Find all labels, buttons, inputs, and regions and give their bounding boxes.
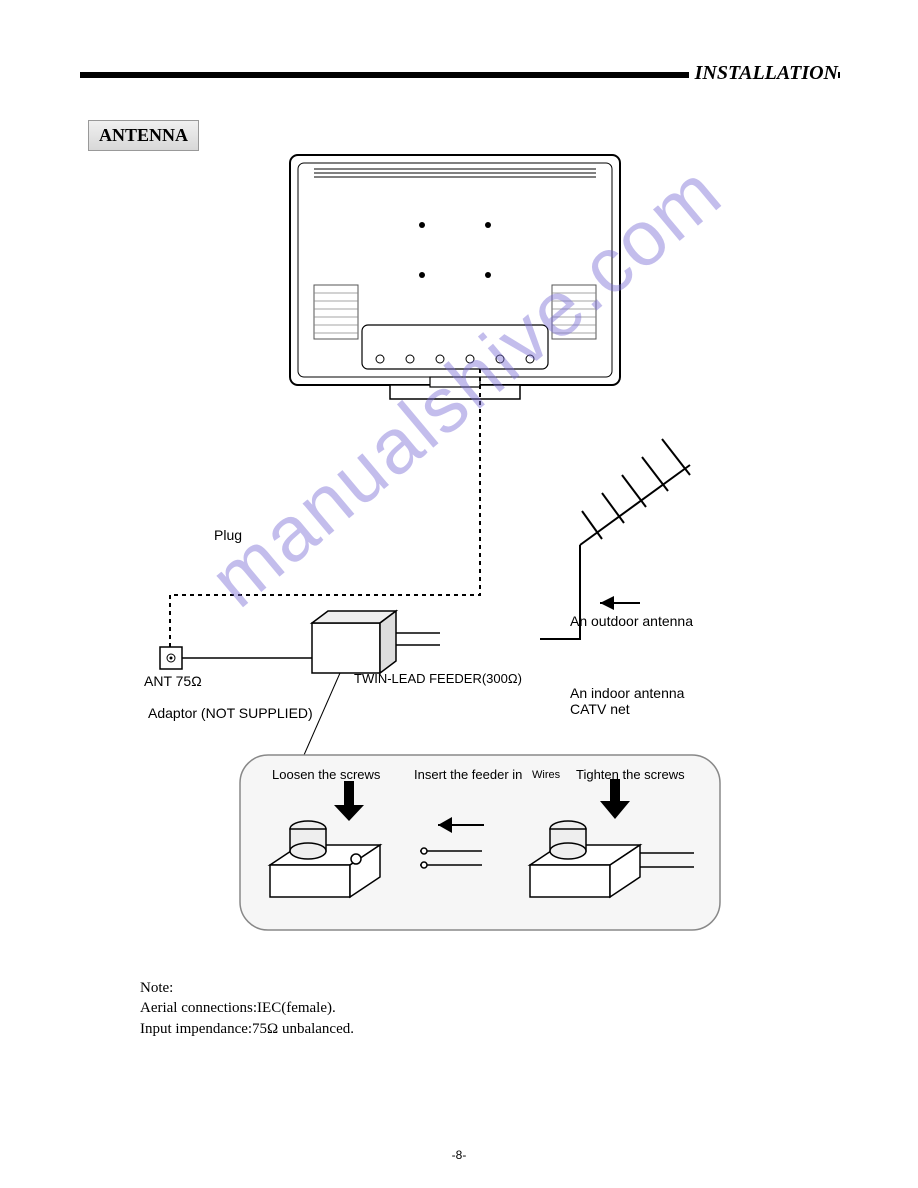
- label-step2a: Insert the feeder in: [414, 767, 522, 782]
- label-indoor-1: An indoor antenna: [570, 685, 684, 701]
- tv-back: [290, 155, 620, 399]
- note-heading: Note:: [140, 978, 354, 998]
- diagram-svg: [80, 145, 840, 975]
- note-line1: Aerial connections:IEC(female).: [140, 998, 354, 1018]
- label-step1: Loosen the screws: [272, 767, 380, 782]
- label-ant75: ANT 75Ω: [144, 673, 202, 689]
- note-line2: Input impendance:75Ω unbalanced.: [140, 1019, 354, 1039]
- note-block: Note: Aerial connections:IEC(female). In…: [140, 978, 354, 1039]
- page: INSTALLATION ANTENNA: [0, 0, 918, 1188]
- adaptor: [312, 611, 440, 673]
- label-outdoor: An outdoor antenna: [570, 613, 693, 629]
- page-number: -8-: [0, 1148, 918, 1162]
- label-twinlead: TWIN-LEAD FEEDER(300Ω): [354, 671, 522, 686]
- outdoor-antenna: [540, 439, 690, 639]
- antenna-diagram: Plug ANT 75Ω Adaptor (NOT SUPPLIED) TWIN…: [80, 145, 840, 975]
- label-plug: Plug: [214, 527, 242, 543]
- label-step2b: Wires: [532, 769, 560, 781]
- outdoor-arrow: [600, 596, 640, 610]
- label-indoor-2: CATV net: [570, 701, 630, 717]
- header-title: INSTALLATION: [689, 62, 838, 85]
- label-adaptor: Adaptor (NOT SUPPLIED): [148, 705, 313, 721]
- label-step3: Tighten the screws: [576, 767, 685, 782]
- cable-dashed: [170, 369, 480, 647]
